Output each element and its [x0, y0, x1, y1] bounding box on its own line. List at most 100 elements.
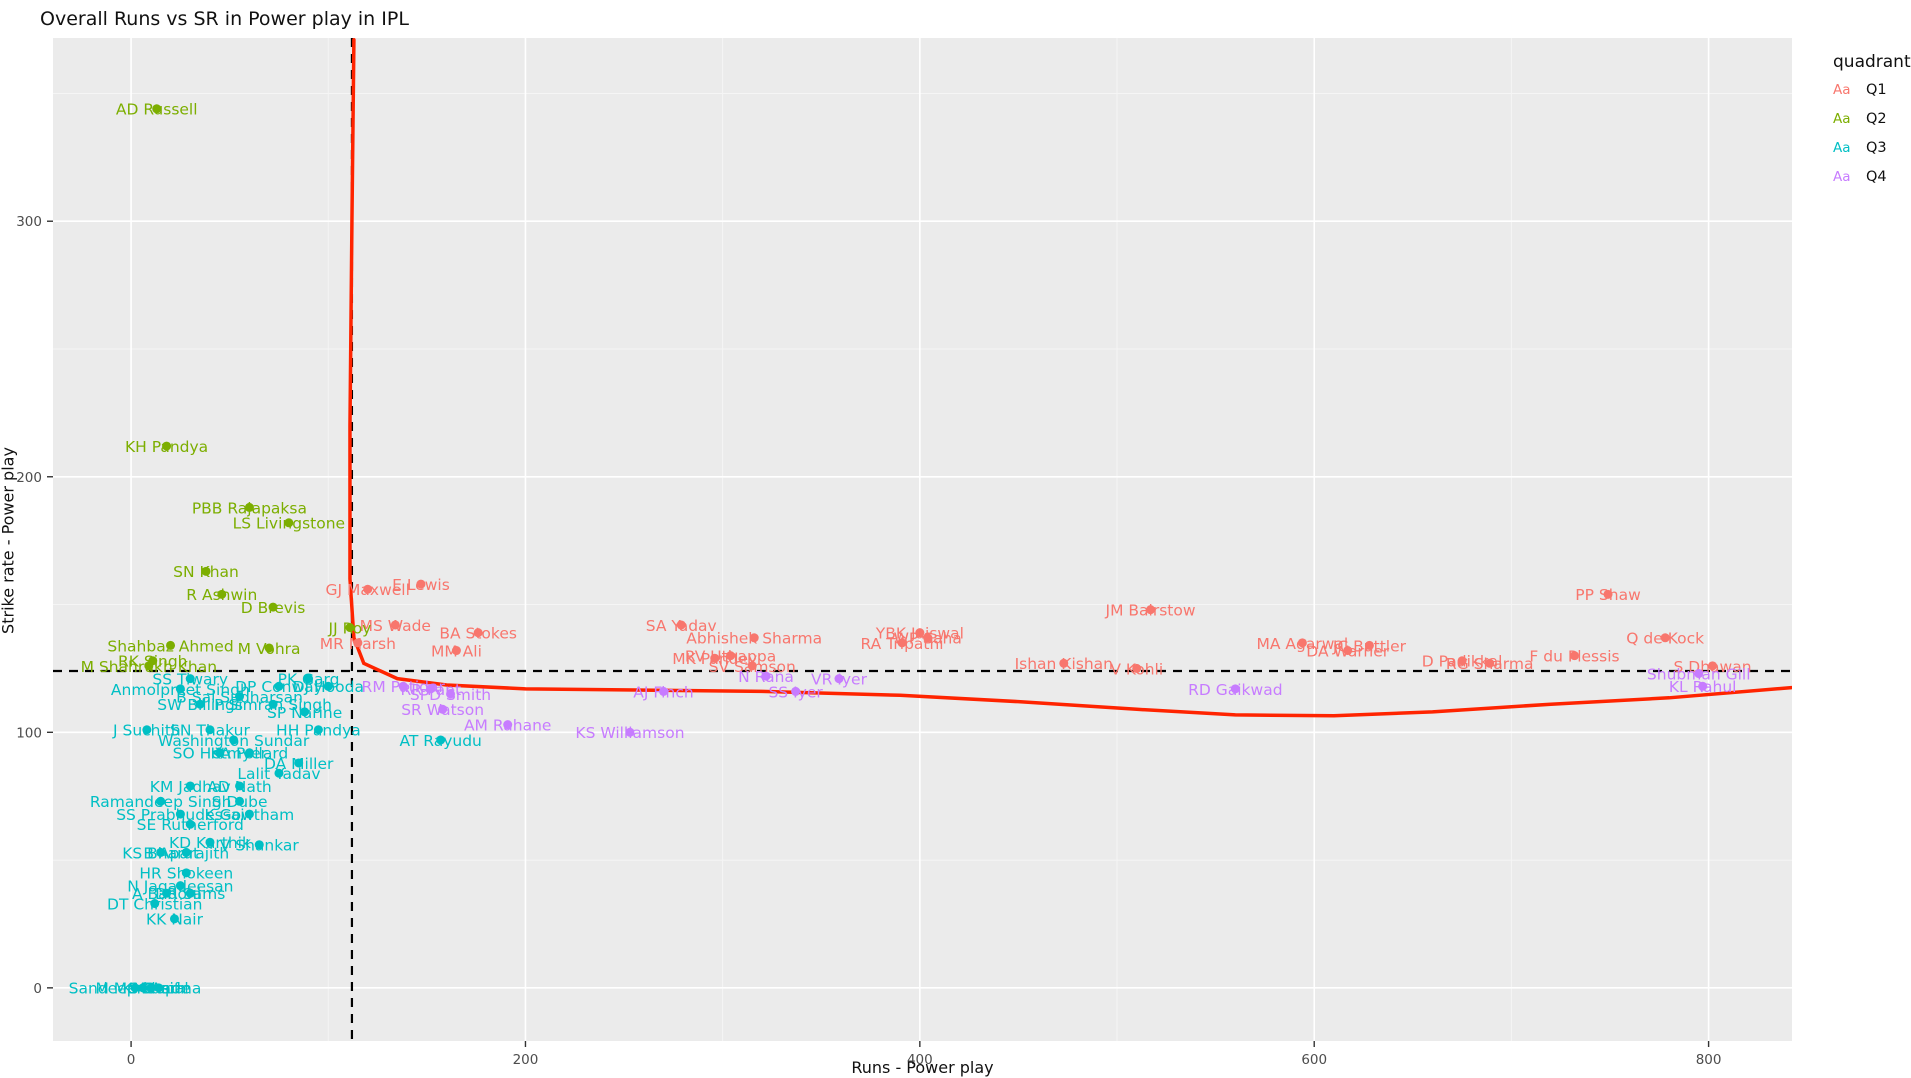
data-point[interactable]	[215, 748, 225, 758]
data-point[interactable]	[195, 699, 205, 709]
data-point[interactable]	[915, 628, 925, 638]
data-point[interactable]	[185, 819, 195, 829]
x-tick-label: 0	[127, 1052, 136, 1068]
data-point[interactable]	[390, 620, 400, 630]
data-point[interactable]	[185, 781, 195, 791]
data-point[interactable]	[138, 983, 148, 993]
data-point[interactable]	[1146, 605, 1156, 615]
data-point[interactable]	[1457, 656, 1467, 666]
data-point[interactable]	[446, 689, 456, 699]
data-point[interactable]	[761, 671, 771, 681]
data-point[interactable]	[244, 748, 254, 758]
data-point[interactable]	[1059, 658, 1069, 668]
data-point[interactable]	[162, 441, 172, 451]
y-tick-label: 0	[33, 981, 42, 997]
data-point[interactable]	[353, 638, 363, 648]
data-point[interactable]	[1485, 658, 1495, 668]
data-point[interactable]	[726, 651, 736, 661]
data-point[interactable]	[144, 661, 154, 671]
data-point[interactable]	[175, 881, 185, 891]
data-point[interactable]	[166, 640, 176, 650]
data-point[interactable]	[300, 707, 310, 717]
data-point[interactable]	[1570, 651, 1580, 661]
data-point[interactable]	[1603, 589, 1613, 599]
data-point[interactable]	[175, 809, 185, 819]
x-axis-title: Runs - Power play	[851, 1058, 994, 1077]
legend: quadrant Aa Q1 Aa Q2 Aa Q3 Aa Q4	[1833, 52, 1911, 198]
data-point[interactable]	[363, 584, 373, 594]
data-point[interactable]	[834, 674, 844, 684]
data-point[interactable]	[1694, 669, 1704, 679]
data-point[interactable]	[175, 684, 185, 694]
data-point[interactable]	[162, 888, 172, 898]
data-point[interactable]	[625, 727, 635, 737]
data-point[interactable]	[181, 847, 191, 857]
data-point[interactable]	[438, 704, 448, 714]
data-point[interactable]	[146, 983, 156, 993]
data-point[interactable]	[323, 681, 333, 691]
data-point[interactable]	[676, 620, 686, 630]
data-point[interactable]	[897, 638, 907, 648]
data-point[interactable]	[142, 725, 152, 735]
data-point[interactable]	[1364, 640, 1374, 650]
data-point[interactable]	[1343, 646, 1353, 656]
data-point[interactable]	[426, 684, 436, 694]
data-point[interactable]	[503, 720, 513, 730]
data-point[interactable]	[791, 686, 801, 696]
data-point[interactable]	[1698, 681, 1708, 691]
data-point[interactable]	[1297, 638, 1307, 648]
data-point[interactable]	[205, 725, 215, 735]
data-point[interactable]	[235, 692, 245, 702]
data-point[interactable]	[254, 840, 264, 850]
data-point[interactable]	[416, 579, 426, 589]
x-tick-label: 200	[513, 1052, 539, 1068]
data-point[interactable]	[130, 983, 140, 993]
data-point[interactable]	[1132, 663, 1142, 673]
data-point[interactable]	[154, 983, 164, 993]
data-point[interactable]	[244, 809, 254, 819]
legend-item-q2[interactable]: Aa Q2	[1833, 111, 1911, 127]
data-point[interactable]	[150, 899, 160, 909]
data-point[interactable]	[1708, 661, 1718, 671]
data-point[interactable]	[201, 566, 211, 576]
data-point[interactable]	[313, 725, 323, 735]
data-point[interactable]	[1660, 633, 1670, 643]
data-point[interactable]	[436, 735, 446, 745]
data-point[interactable]	[747, 661, 757, 671]
data-point[interactable]	[264, 643, 274, 653]
data-point[interactable]	[235, 781, 245, 791]
legend-item-q3[interactable]: Aa Q3	[1833, 140, 1911, 156]
data-point[interactable]	[205, 837, 215, 847]
data-point[interactable]	[345, 623, 355, 633]
data-point[interactable]	[185, 674, 195, 684]
legend-item-q4[interactable]: Aa Q4	[1833, 169, 1911, 185]
data-point[interactable]	[268, 699, 278, 709]
data-point[interactable]	[923, 633, 933, 643]
legend-item-q1[interactable]: Aa Q1	[1833, 82, 1911, 98]
data-point[interactable]	[658, 686, 668, 696]
data-point[interactable]	[244, 502, 254, 512]
data-point[interactable]	[268, 602, 278, 612]
data-point[interactable]	[749, 633, 759, 643]
data-point[interactable]	[1230, 684, 1240, 694]
data-point[interactable]	[398, 681, 408, 691]
data-point[interactable]	[710, 653, 720, 663]
data-point[interactable]	[181, 868, 191, 878]
data-point[interactable]	[235, 796, 245, 806]
data-point[interactable]	[156, 796, 166, 806]
data-point[interactable]	[274, 768, 284, 778]
chart-title: Overall Runs vs SR in Power play in IPL	[40, 8, 409, 30]
data-point[interactable]	[473, 628, 483, 638]
data-point[interactable]	[229, 735, 239, 745]
data-point[interactable]	[169, 914, 179, 924]
data-point[interactable]	[152, 104, 162, 114]
data-point[interactable]	[451, 646, 461, 656]
data-point[interactable]	[274, 681, 284, 691]
data-point[interactable]	[284, 518, 294, 528]
data-point[interactable]	[217, 589, 227, 599]
data-point[interactable]	[294, 758, 304, 768]
data-point[interactable]	[156, 847, 166, 857]
data-point[interactable]	[185, 888, 195, 898]
data-point[interactable]	[304, 674, 314, 684]
